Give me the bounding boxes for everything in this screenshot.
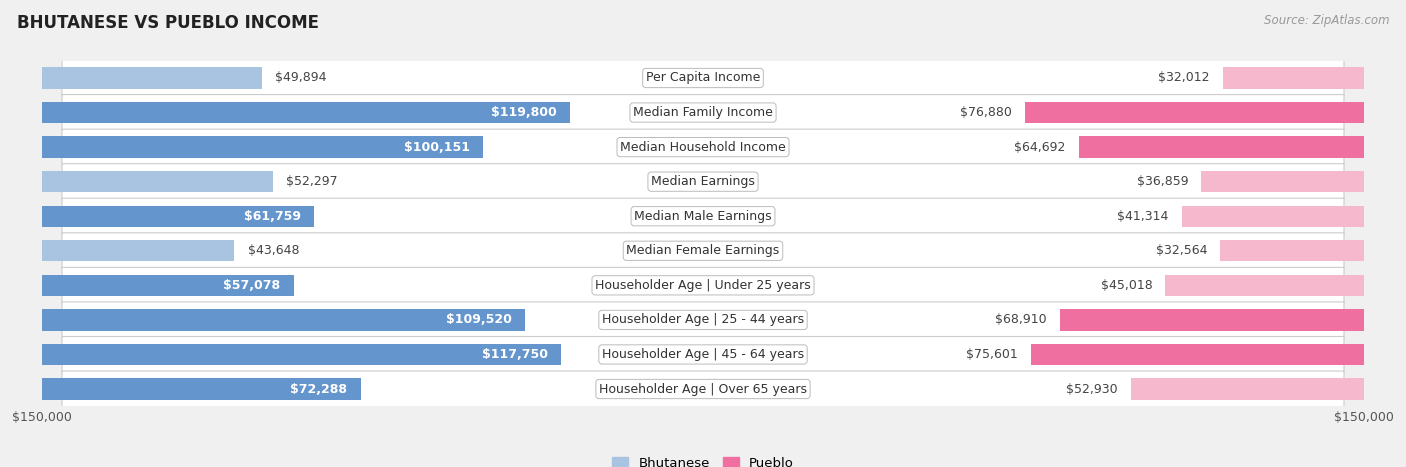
Bar xyxy=(42,205,315,227)
FancyBboxPatch shape xyxy=(62,371,1344,407)
Bar xyxy=(42,309,524,331)
Text: $119,800: $119,800 xyxy=(491,106,557,119)
Bar xyxy=(1025,102,1364,123)
Text: $32,012: $32,012 xyxy=(1159,71,1209,85)
Text: $49,894: $49,894 xyxy=(276,71,326,85)
FancyBboxPatch shape xyxy=(62,95,1344,130)
FancyBboxPatch shape xyxy=(62,268,1344,303)
FancyBboxPatch shape xyxy=(62,129,1344,165)
Text: $76,880: $76,880 xyxy=(960,106,1012,119)
Text: BHUTANESE VS PUEBLO INCOME: BHUTANESE VS PUEBLO INCOME xyxy=(17,14,319,32)
Text: $100,151: $100,151 xyxy=(404,141,470,154)
Text: Median Earnings: Median Earnings xyxy=(651,175,755,188)
Legend: Bhutanese, Pueblo: Bhutanese, Pueblo xyxy=(606,452,800,467)
Bar xyxy=(42,67,262,89)
Text: $75,601: $75,601 xyxy=(966,348,1018,361)
Text: Householder Age | Over 65 years: Householder Age | Over 65 years xyxy=(599,382,807,396)
Bar xyxy=(42,136,484,158)
Text: $68,910: $68,910 xyxy=(995,313,1047,326)
Bar xyxy=(1223,67,1364,89)
Bar xyxy=(42,240,235,262)
Text: $117,750: $117,750 xyxy=(482,348,548,361)
Text: $61,759: $61,759 xyxy=(245,210,301,223)
Text: Householder Age | Under 25 years: Householder Age | Under 25 years xyxy=(595,279,811,292)
Text: Median Family Income: Median Family Income xyxy=(633,106,773,119)
Bar xyxy=(1166,275,1364,296)
Text: Median Male Earnings: Median Male Earnings xyxy=(634,210,772,223)
FancyBboxPatch shape xyxy=(62,233,1344,269)
Text: $43,648: $43,648 xyxy=(247,244,299,257)
Bar xyxy=(1182,205,1364,227)
Text: Householder Age | 25 - 44 years: Householder Age | 25 - 44 years xyxy=(602,313,804,326)
Text: $52,930: $52,930 xyxy=(1066,382,1118,396)
Text: $32,564: $32,564 xyxy=(1156,244,1208,257)
Bar xyxy=(42,102,569,123)
Text: Per Capita Income: Per Capita Income xyxy=(645,71,761,85)
Bar xyxy=(1130,378,1364,400)
Text: Source: ZipAtlas.com: Source: ZipAtlas.com xyxy=(1264,14,1389,27)
Bar xyxy=(42,275,294,296)
Text: $52,297: $52,297 xyxy=(285,175,337,188)
Bar xyxy=(42,171,273,192)
Text: $109,520: $109,520 xyxy=(446,313,512,326)
Text: $45,018: $45,018 xyxy=(1101,279,1153,292)
Bar xyxy=(1078,136,1364,158)
Bar xyxy=(42,378,361,400)
Bar xyxy=(1060,309,1364,331)
Text: $72,288: $72,288 xyxy=(291,382,347,396)
FancyBboxPatch shape xyxy=(62,302,1344,338)
Text: Median Household Income: Median Household Income xyxy=(620,141,786,154)
FancyBboxPatch shape xyxy=(62,198,1344,234)
Text: $57,078: $57,078 xyxy=(224,279,280,292)
Text: $64,692: $64,692 xyxy=(1014,141,1066,154)
FancyBboxPatch shape xyxy=(62,60,1344,96)
FancyBboxPatch shape xyxy=(62,164,1344,199)
Text: Householder Age | 45 - 64 years: Householder Age | 45 - 64 years xyxy=(602,348,804,361)
Bar xyxy=(1220,240,1364,262)
Bar xyxy=(42,344,561,365)
Text: Median Female Earnings: Median Female Earnings xyxy=(627,244,779,257)
Bar xyxy=(1031,344,1364,365)
FancyBboxPatch shape xyxy=(62,337,1344,372)
Text: $41,314: $41,314 xyxy=(1118,210,1168,223)
Text: $36,859: $36,859 xyxy=(1136,175,1188,188)
Bar xyxy=(1202,171,1364,192)
